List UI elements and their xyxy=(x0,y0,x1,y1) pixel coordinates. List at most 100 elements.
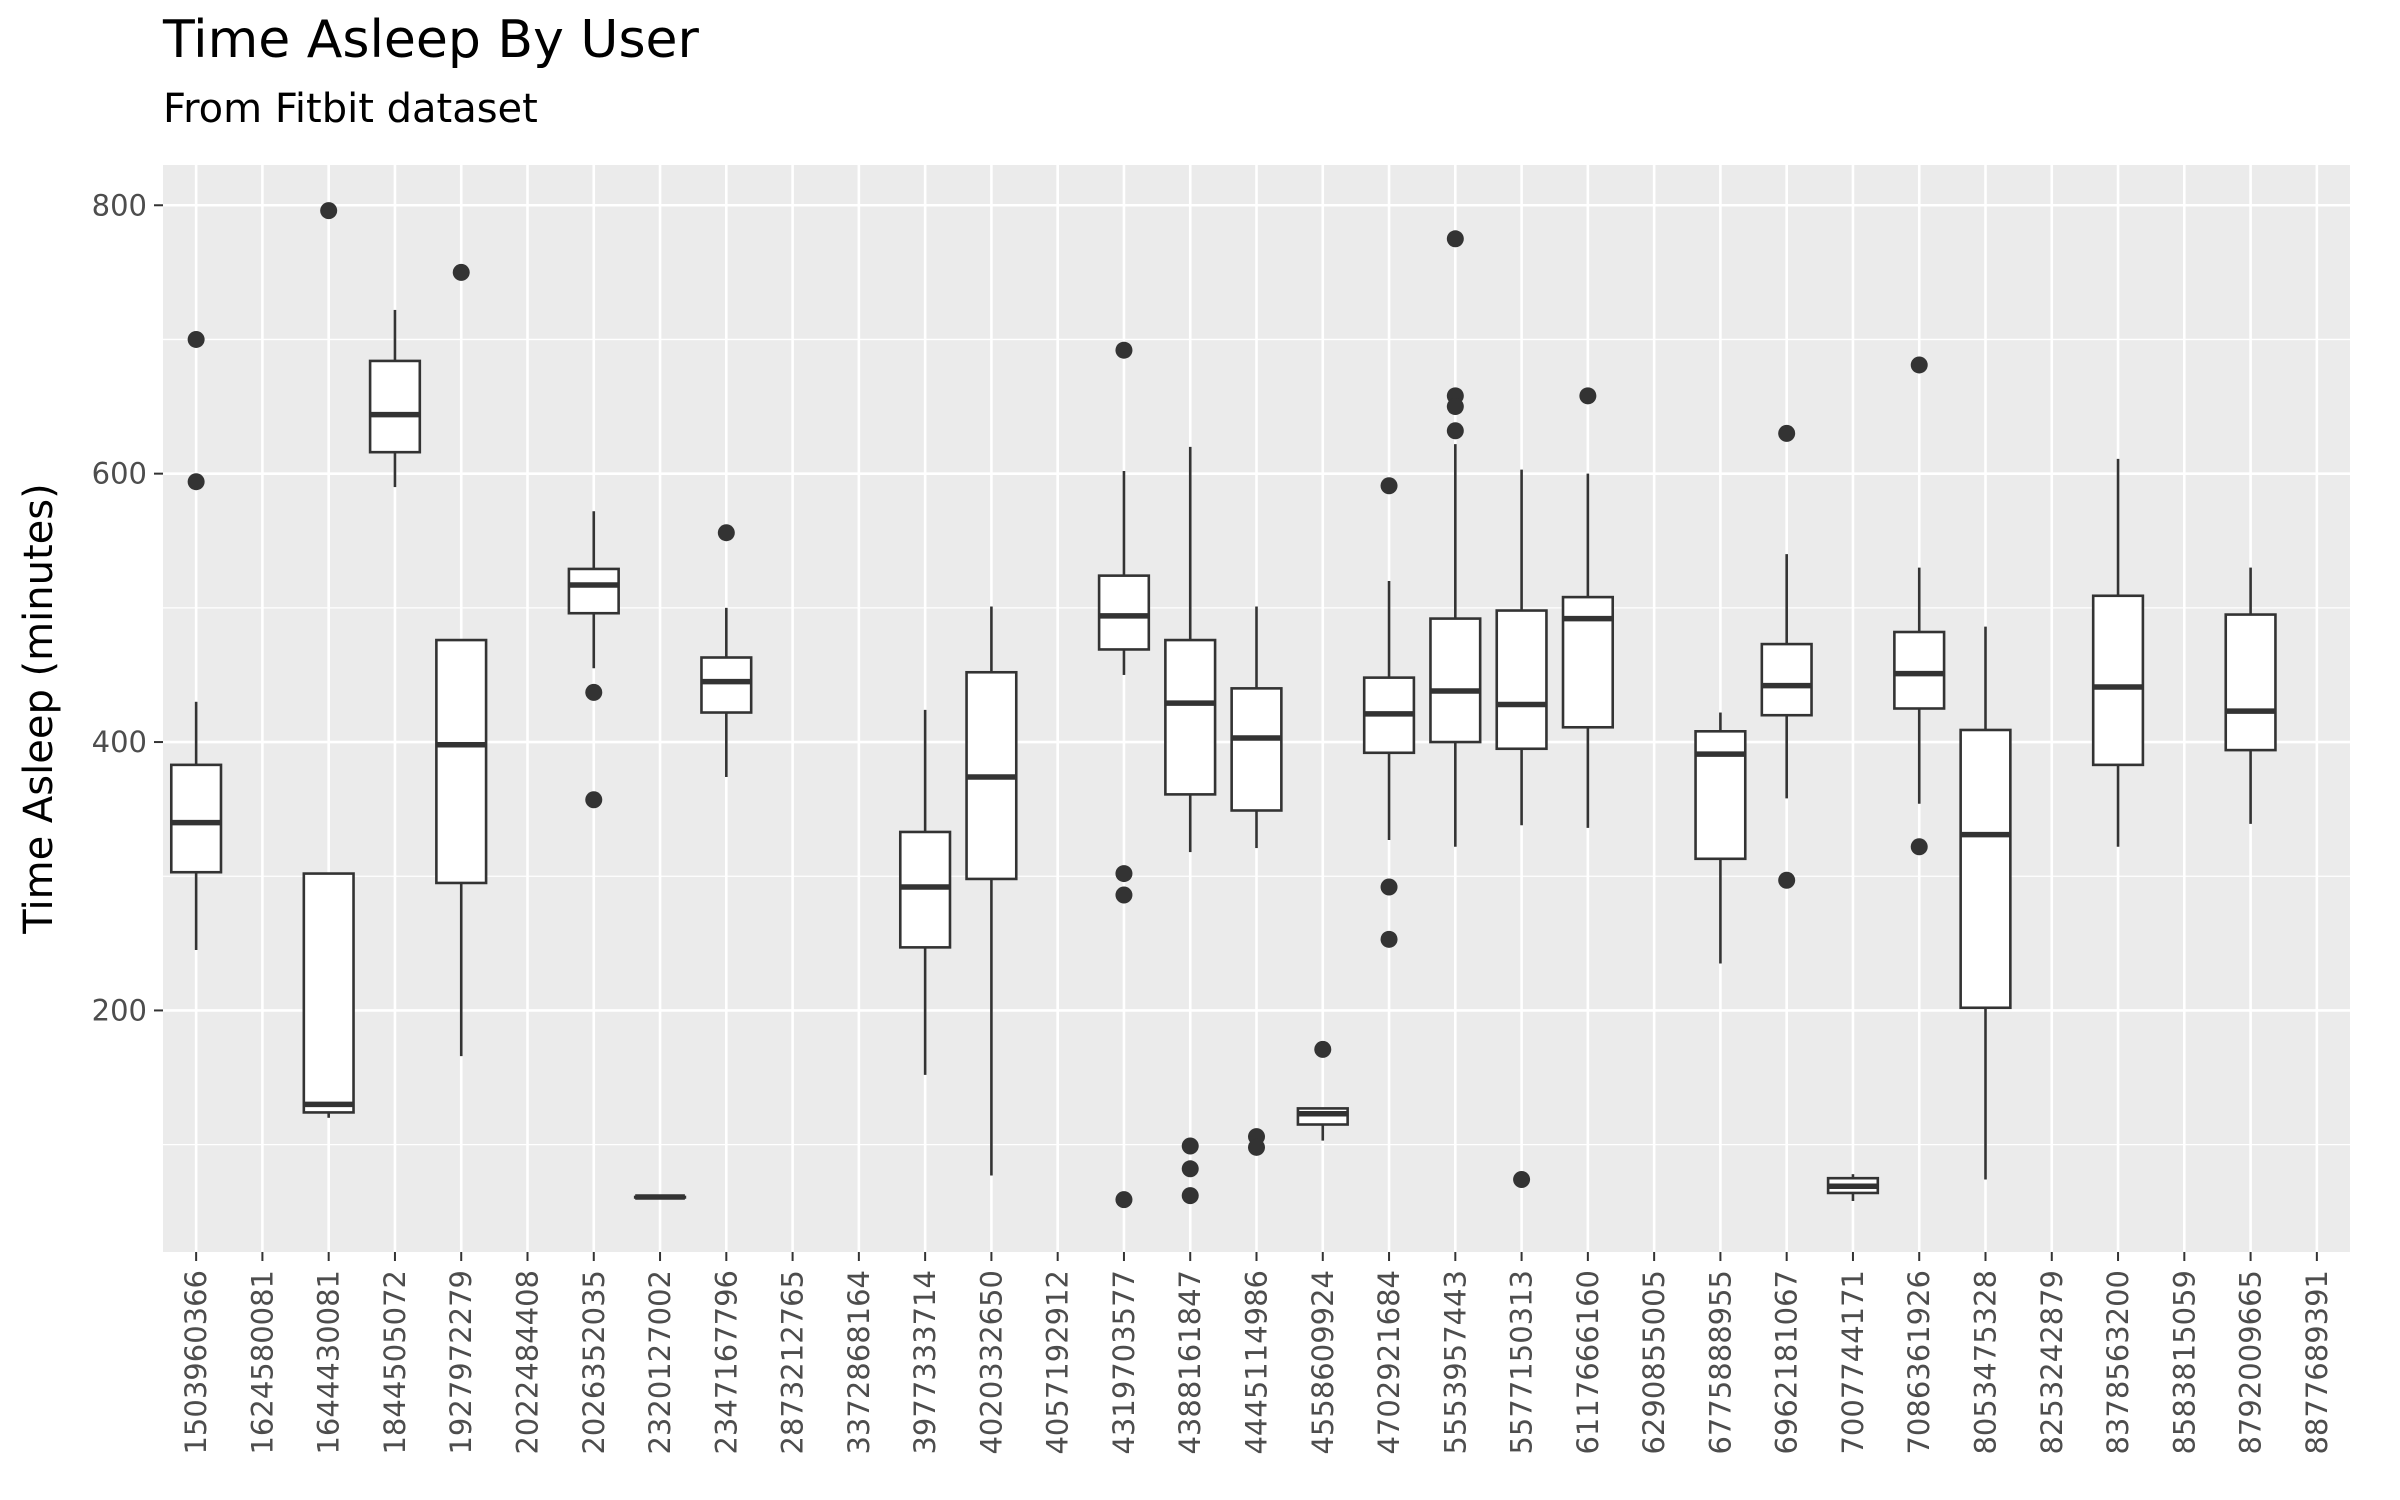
box-iqr xyxy=(1959,728,2012,1010)
box-group xyxy=(1561,387,1615,828)
y-tick-label: 800 xyxy=(92,188,147,222)
x-tick-label: 5553957443 xyxy=(1438,1270,1472,1455)
box-iqr xyxy=(1893,630,1946,710)
x-tick-label: 1844505072 xyxy=(378,1270,412,1455)
box-iqr xyxy=(435,638,488,885)
x-tick-label: 6775888955 xyxy=(1703,1270,1737,1455)
outlier-point xyxy=(1248,1138,1265,1156)
x-axis-ticks: 1503960366 1624580081 1644430081 1844505072… xyxy=(179,1252,2334,1455)
x-tick-label: 1644430081 xyxy=(312,1270,346,1455)
box-group xyxy=(302,202,355,1118)
x-tick-label: 3977333714 xyxy=(908,1270,942,1455)
box-group xyxy=(1495,469,1548,1189)
outlier-point xyxy=(1446,398,1464,416)
box-iqr xyxy=(2224,613,2277,752)
box-group xyxy=(700,524,753,777)
box-iqr xyxy=(1495,609,1548,751)
box-group xyxy=(1296,1040,1349,1141)
x-tick-label: 6962181067 xyxy=(1770,1270,1804,1455)
x-tick-label: 2320127002 xyxy=(643,1270,677,1455)
box-group xyxy=(1959,626,2012,1180)
outlier-point xyxy=(1181,1187,1199,1205)
outlier-point xyxy=(1446,230,1464,248)
box-group xyxy=(633,1194,687,1200)
outlier-point xyxy=(1181,1137,1199,1155)
box-group xyxy=(1760,424,1813,889)
y-tick-label: 600 xyxy=(92,457,147,491)
x-tick-label: 1503960366 xyxy=(179,1270,213,1455)
box-group xyxy=(1429,230,1482,847)
outlier-point xyxy=(452,263,470,281)
box-group xyxy=(169,330,223,951)
box-iqr xyxy=(700,656,753,714)
box-iqr xyxy=(2091,594,2145,767)
outlier-point xyxy=(717,524,735,542)
x-tick-label: 4057192912 xyxy=(1041,1270,1075,1455)
x-tick-label: 7007744171 xyxy=(1836,1270,1870,1455)
outlier-point xyxy=(320,202,338,220)
box-iqr xyxy=(1760,642,1813,717)
box-iqr xyxy=(1429,617,1482,744)
outlier-point xyxy=(1314,1040,1332,1058)
outlier-point xyxy=(1380,930,1398,948)
y-axis-label: Time Asleep (minutes) xyxy=(16,483,62,934)
x-tick-label: 4445114986 xyxy=(1240,1270,1274,1455)
outlier-point xyxy=(1115,886,1133,904)
x-tick-label: 2347167796 xyxy=(709,1270,743,1455)
outlier-point xyxy=(1579,387,1597,405)
outlier-point xyxy=(1910,838,1928,856)
box-group xyxy=(2091,458,2145,847)
chart-title: Time Asleep By User xyxy=(163,10,699,70)
box-iqr xyxy=(567,567,620,615)
outlier-point xyxy=(187,473,205,491)
box-group xyxy=(1826,1174,1880,1202)
boxes xyxy=(169,202,2277,1209)
box-group xyxy=(1164,446,1217,1205)
x-tick-label: 4702921684 xyxy=(1372,1270,1406,1455)
box-iqr xyxy=(1230,687,1283,812)
box-group xyxy=(1694,712,1747,964)
outlier-point xyxy=(1778,871,1796,889)
box-group xyxy=(1362,477,1416,948)
box-group xyxy=(1230,606,1283,1156)
box-group xyxy=(2224,567,2277,824)
outlier-point xyxy=(1181,1160,1199,1178)
chart-subtitle: From Fitbit dataset xyxy=(163,86,538,132)
box-iqr xyxy=(1694,730,1747,861)
y-tick-label: 200 xyxy=(92,993,147,1027)
x-tick-label: 8583815059 xyxy=(2167,1270,2201,1455)
x-tick-label: 2026352035 xyxy=(577,1270,611,1455)
outlier-point xyxy=(1115,341,1133,359)
x-tick-label: 8053475328 xyxy=(1969,1270,2003,1455)
box-group xyxy=(1893,356,1946,856)
x-tick-label: 8792009665 xyxy=(2234,1270,2268,1455)
outlier-point xyxy=(1910,356,1928,374)
x-tick-label: 7086361926 xyxy=(1902,1270,1936,1455)
box-iqr xyxy=(1097,574,1151,651)
x-tick-label: 3372868164 xyxy=(842,1270,876,1455)
x-tick-label: 4558609924 xyxy=(1306,1270,1340,1455)
box-iqr xyxy=(1164,638,1217,796)
outlier-point xyxy=(585,683,603,701)
x-tick-label: 4020332650 xyxy=(974,1270,1008,1455)
box-group xyxy=(1097,341,1151,1209)
x-tick-label: 2873212765 xyxy=(776,1270,810,1455)
outlier-point xyxy=(1380,878,1398,896)
box-group xyxy=(567,511,620,809)
x-tick-label: 1927972279 xyxy=(444,1270,478,1455)
box-group xyxy=(368,309,422,488)
box-group xyxy=(435,263,488,1057)
outlier-point xyxy=(585,791,603,809)
x-tick-label: 5577150313 xyxy=(1505,1270,1539,1455)
outlier-point xyxy=(1115,865,1133,883)
y-tick-label: 400 xyxy=(92,725,147,759)
x-tick-label: 8877689391 xyxy=(2300,1270,2334,1455)
outlier-point xyxy=(1446,422,1464,440)
box-iqr xyxy=(368,359,422,454)
box-iqr xyxy=(302,872,355,1114)
box-group xyxy=(898,709,952,1075)
x-tick-label: 6117666160 xyxy=(1571,1270,1605,1455)
box-iqr xyxy=(169,763,223,874)
x-tick-label: 1624580081 xyxy=(245,1270,279,1455)
